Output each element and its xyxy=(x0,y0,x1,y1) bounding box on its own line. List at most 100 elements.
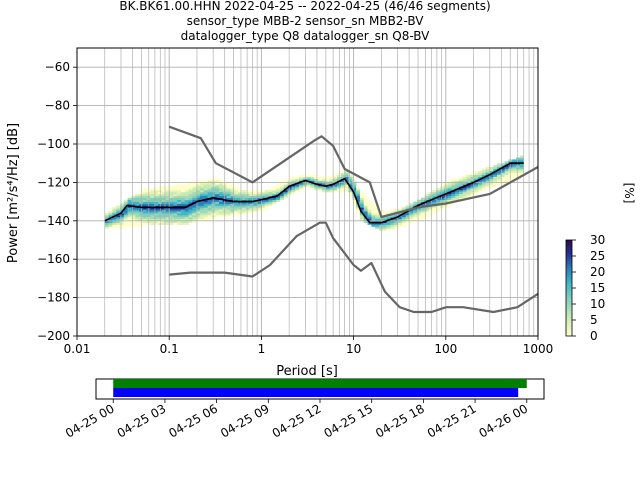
density-cell xyxy=(234,201,239,204)
density-cell xyxy=(272,190,277,193)
density-cell xyxy=(462,192,467,195)
density-cell xyxy=(135,220,140,224)
density-cell xyxy=(154,222,159,225)
density-cell xyxy=(314,188,319,191)
density-cell xyxy=(405,218,410,222)
density-cell xyxy=(279,188,285,191)
density-cell xyxy=(439,188,445,191)
density-cell xyxy=(478,186,483,189)
density-cell xyxy=(432,192,437,195)
density-cell xyxy=(135,216,140,220)
density-cell xyxy=(439,207,445,210)
density-cell xyxy=(184,218,189,222)
density-cell xyxy=(112,211,117,214)
density-cell xyxy=(234,209,239,212)
density-cell xyxy=(409,215,414,218)
density-cell xyxy=(481,186,486,189)
density-cell xyxy=(139,203,144,206)
density-cell xyxy=(436,197,441,200)
density-cell xyxy=(245,197,250,200)
density-cell xyxy=(142,216,147,220)
density-cell xyxy=(462,188,467,191)
density-cell xyxy=(352,186,357,189)
density-cell xyxy=(207,180,212,183)
density-cell xyxy=(199,209,205,212)
density-cell xyxy=(405,211,410,214)
density-cell xyxy=(447,195,452,199)
density-cell xyxy=(169,193,174,197)
density-cell xyxy=(485,176,490,179)
density-cell xyxy=(207,209,212,212)
density-cell xyxy=(184,201,189,204)
density-cell xyxy=(458,180,464,183)
density-cell xyxy=(432,195,437,199)
y-tick-label: −180 xyxy=(37,291,70,305)
density-cell xyxy=(150,197,155,200)
density-cell xyxy=(150,211,155,214)
density-cell xyxy=(215,215,220,218)
density-cell xyxy=(188,209,193,212)
density-cell xyxy=(154,211,159,214)
probability-density-layer xyxy=(104,155,525,231)
density-cell xyxy=(356,205,361,208)
density-cell xyxy=(436,188,441,191)
density-cell xyxy=(192,216,197,220)
density-cell xyxy=(439,186,445,189)
density-cell xyxy=(116,220,121,224)
density-cell xyxy=(207,215,212,218)
density-cell xyxy=(180,213,186,216)
density-cell xyxy=(340,186,346,189)
density-cell xyxy=(188,199,193,202)
density-cell xyxy=(451,197,456,200)
density-cell xyxy=(173,186,178,189)
density-cell xyxy=(462,180,467,183)
density-cell xyxy=(215,193,220,197)
density-cell xyxy=(196,192,201,195)
density-cell xyxy=(363,209,368,212)
density-cell xyxy=(519,172,525,176)
density-cell xyxy=(154,195,159,199)
density-cell xyxy=(458,176,464,179)
density-cell xyxy=(188,193,193,197)
density-cell xyxy=(512,172,517,176)
timeline-tick-label: 04-25 09 xyxy=(218,401,272,440)
density-cell xyxy=(272,192,277,195)
density-cell xyxy=(299,186,304,189)
density-cell xyxy=(500,170,505,174)
density-cell xyxy=(447,190,452,193)
density-cell xyxy=(363,199,368,202)
density-cell xyxy=(188,218,193,222)
density-cell xyxy=(318,188,323,191)
density-cell xyxy=(356,192,361,195)
density-cell xyxy=(386,222,391,225)
density-cell xyxy=(245,190,250,193)
density-cell xyxy=(451,184,456,187)
density-cell xyxy=(333,178,338,181)
density-cell xyxy=(123,203,128,206)
density-cell xyxy=(466,190,471,193)
density-cell xyxy=(321,186,326,189)
density-cell xyxy=(215,213,220,216)
density-cell xyxy=(180,209,186,212)
density-cell xyxy=(139,201,144,204)
density-cell xyxy=(470,174,475,177)
density-cell xyxy=(180,216,186,220)
density-cell xyxy=(139,220,144,224)
density-cell xyxy=(352,197,357,200)
density-cell xyxy=(287,188,292,191)
density-cell xyxy=(432,193,437,197)
density-cell xyxy=(226,213,231,216)
density-cell xyxy=(447,203,452,206)
density-cell xyxy=(207,201,212,204)
density-cell xyxy=(199,205,205,208)
density-cell xyxy=(260,195,266,199)
density-cell xyxy=(165,218,170,222)
density-cell xyxy=(238,213,243,216)
density-cell xyxy=(177,218,182,222)
density-cell xyxy=(257,195,262,199)
density-cell xyxy=(142,205,147,208)
density-cell xyxy=(314,186,319,189)
density-cell xyxy=(241,197,246,200)
density-cell xyxy=(199,213,205,216)
